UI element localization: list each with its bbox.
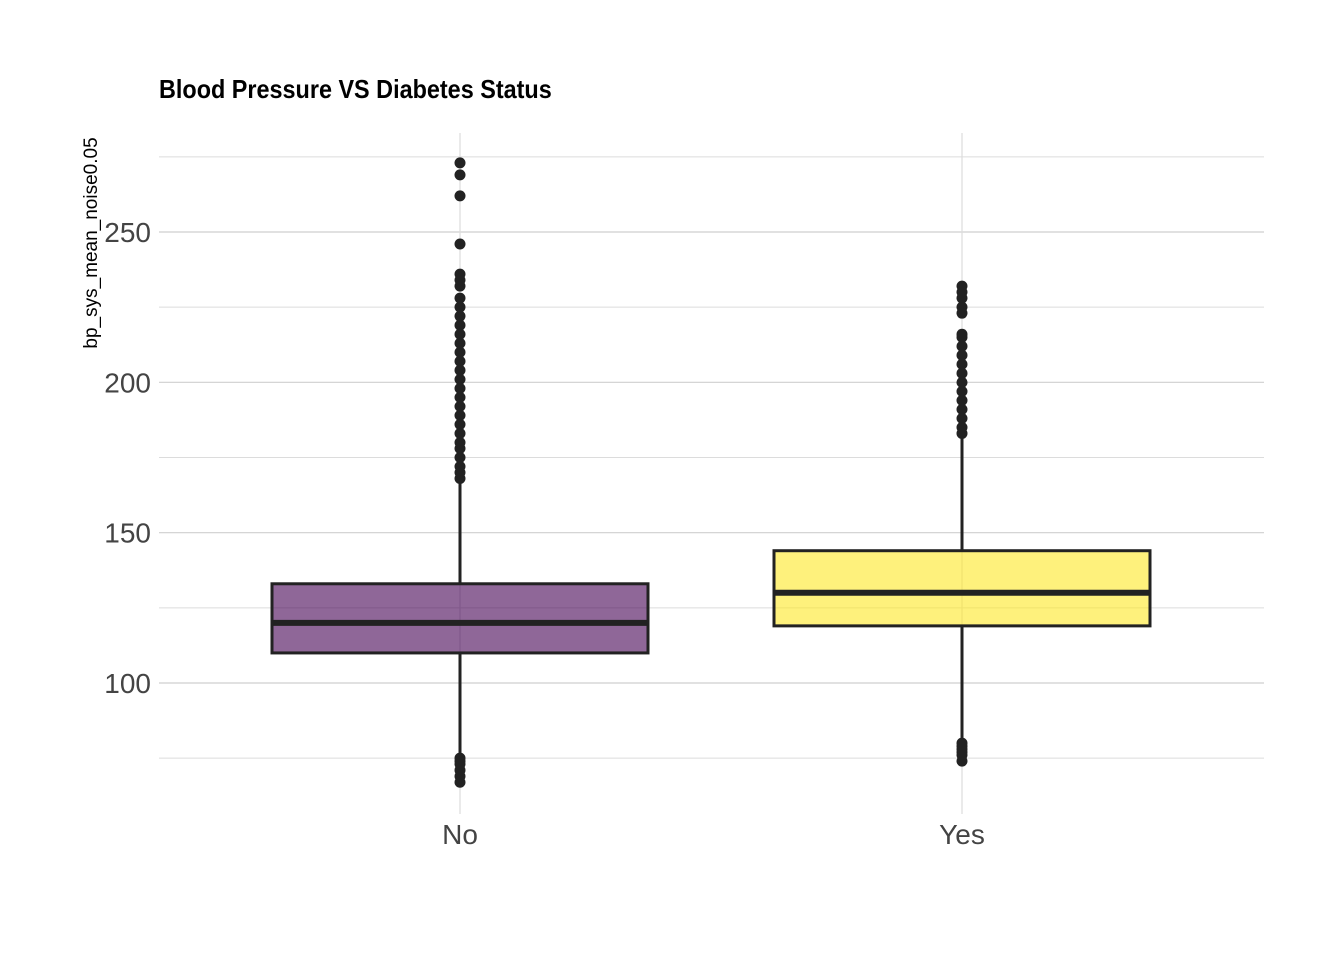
outlier-point bbox=[956, 394, 968, 406]
outlier-point bbox=[454, 382, 466, 394]
outlier-point bbox=[454, 169, 466, 181]
outlier-point bbox=[454, 452, 466, 463]
outlier-point bbox=[956, 403, 968, 415]
box-yes bbox=[772, 280, 1152, 767]
outlier-point bbox=[956, 412, 968, 424]
box-body bbox=[270, 582, 650, 655]
outlier-point bbox=[454, 301, 466, 313]
outlier-point bbox=[956, 737, 968, 749]
box-no bbox=[270, 157, 650, 788]
outlier-point bbox=[956, 385, 968, 397]
y-tick-label: 100 bbox=[104, 668, 151, 699]
outlier-point bbox=[454, 752, 466, 764]
grid-layer bbox=[159, 133, 1264, 814]
outlier-point bbox=[454, 400, 466, 412]
outlier-point bbox=[956, 280, 968, 292]
outlier-point bbox=[454, 337, 466, 349]
outlier-point bbox=[454, 409, 466, 421]
outlier-point bbox=[454, 427, 466, 439]
outlier-point bbox=[956, 328, 968, 340]
outlier-point bbox=[454, 190, 466, 202]
outlier-point bbox=[454, 157, 466, 169]
outlier-point bbox=[454, 373, 466, 385]
chart-title: Blood Pressure VS Diabetes Status bbox=[159, 74, 552, 104]
outlier-point bbox=[956, 340, 968, 352]
outlier-point bbox=[454, 328, 466, 340]
y-tick-label: 150 bbox=[104, 518, 151, 549]
outlier-point bbox=[454, 268, 466, 280]
boxes-layer bbox=[270, 157, 1152, 788]
outlier-point bbox=[454, 292, 466, 304]
outlier-point bbox=[956, 301, 968, 313]
box-body bbox=[772, 549, 1152, 628]
outlier-point bbox=[956, 376, 968, 388]
outlier-point bbox=[454, 461, 466, 473]
y-tick-label: 200 bbox=[104, 367, 151, 398]
x-tick-label: Yes bbox=[939, 819, 985, 850]
outlier-point bbox=[454, 319, 466, 331]
y-tick-label: 250 bbox=[104, 217, 151, 248]
outlier-point bbox=[454, 418, 466, 430]
y-axis-title: bp_sys_mean_noise0.05 bbox=[81, 137, 102, 348]
axis-layer: 100 150 200 250 No Yes bp_sys_mean_noise0.05 bbox=[81, 137, 985, 850]
outlier-point bbox=[956, 421, 968, 433]
outlier-point bbox=[454, 238, 466, 250]
outlier-point bbox=[454, 436, 466, 448]
outlier-point bbox=[956, 358, 968, 370]
outlier-point bbox=[956, 349, 968, 361]
x-tick-label: No bbox=[442, 819, 478, 850]
outlier-point bbox=[454, 355, 466, 367]
outlier-point bbox=[454, 391, 466, 403]
outlier-point bbox=[454, 364, 466, 376]
outlier-point bbox=[956, 367, 968, 379]
outlier-point bbox=[454, 310, 466, 322]
outlier-point bbox=[454, 346, 466, 358]
